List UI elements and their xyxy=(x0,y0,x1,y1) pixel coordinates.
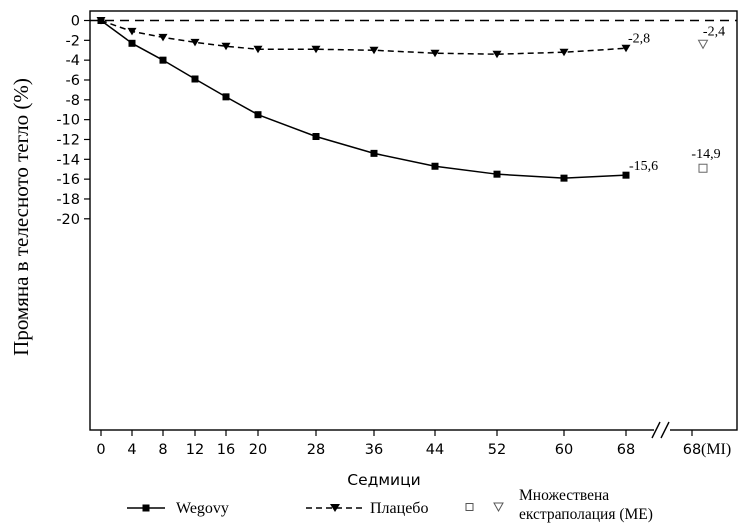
point-wegovy xyxy=(493,170,501,178)
x-tick-label: 68 xyxy=(617,442,635,458)
point-placebo xyxy=(492,50,502,59)
legend: Wegovy Плацебо Множествена екстраполация… xyxy=(127,487,653,523)
y-tick-label: -6 xyxy=(66,73,80,89)
x-tick-label: 28 xyxy=(307,442,325,458)
x-tick-label: 0 xyxy=(96,442,105,458)
point-wegovy xyxy=(128,39,136,47)
point-wegovy xyxy=(222,93,230,101)
point-placebo xyxy=(221,42,231,51)
series-layer xyxy=(96,17,709,182)
axis-break-mark xyxy=(660,421,670,439)
point-placebo xyxy=(127,27,137,36)
legend-mi-triangle-marker xyxy=(493,502,504,513)
series-line-placebo xyxy=(100,19,627,55)
legend-mi-label-line2: екстраполация (МЕ) xyxy=(519,506,653,523)
point-placebo xyxy=(158,33,168,42)
point-labels: -15,6 -2,8 -14,9 -2,4 xyxy=(628,24,725,174)
y-tick-label: -4 xyxy=(66,53,80,69)
x-tick-label: 52 xyxy=(488,442,506,458)
point-wegovy xyxy=(312,133,320,141)
mi-point-wegovy xyxy=(698,163,708,173)
axis-break-mark xyxy=(651,421,661,439)
x-tick-label: 36 xyxy=(365,442,383,458)
y-tick-label: -20 xyxy=(56,212,80,228)
y-tick-label: -16 xyxy=(56,172,80,188)
y-tick-label: -12 xyxy=(56,132,80,148)
point-placebo xyxy=(96,17,106,25)
x-axis-title: Седмици xyxy=(347,471,420,489)
legend-wegovy-marker xyxy=(142,504,150,512)
plot-border xyxy=(89,10,738,431)
point-wegovy xyxy=(159,56,167,64)
point-placebo xyxy=(559,48,569,57)
x-tick-label: 20 xyxy=(249,442,267,458)
x-tick-label: 8 xyxy=(158,442,167,458)
point-placebo xyxy=(190,38,200,47)
legend-placebo-label: Плацебо xyxy=(370,500,428,517)
y-tick-label: -8 xyxy=(66,93,80,109)
mi-label-placebo: -2,4 xyxy=(703,24,725,39)
y-axis: 0 -2 -4 -6 -8 -10 -12 -14 -16 -18 -20 xyxy=(56,14,90,228)
legend-mi-label-line1: Множествена xyxy=(519,487,609,504)
point-placebo xyxy=(311,45,321,54)
point-placebo xyxy=(621,44,631,53)
y-tick-label: -2 xyxy=(66,33,80,49)
x-tick-label-mi: 68 xyxy=(683,442,701,458)
end-label-wegovy: -15,6 xyxy=(629,159,658,174)
y-tick-label: 0 xyxy=(71,14,80,30)
point-placebo xyxy=(253,45,263,54)
point-wegovy xyxy=(370,149,378,157)
x-tick-label: 44 xyxy=(426,442,444,458)
point-wegovy xyxy=(254,111,262,119)
point-placebo xyxy=(430,49,440,58)
mi-point-placebo xyxy=(697,39,709,50)
point-wegovy xyxy=(560,174,568,182)
x-tick-label: 12 xyxy=(186,442,204,458)
mi-label-wegovy: -14,9 xyxy=(691,147,720,162)
y-tick-label: -14 xyxy=(56,152,80,168)
series-line-wegovy xyxy=(100,19,627,179)
legend-mi-label: Множествена екстраполация (МЕ) xyxy=(519,487,653,523)
x-tick-label-mi-suffix: (MI) xyxy=(701,441,731,458)
legend-wegovy-label: Wegovy xyxy=(176,500,229,517)
end-label-placebo: -2,8 xyxy=(628,31,650,46)
point-placebo xyxy=(369,46,379,55)
legend-placebo-marker xyxy=(330,504,340,512)
x-tick-label: 16 xyxy=(217,442,235,458)
point-wegovy xyxy=(431,162,439,170)
plot-frame xyxy=(89,10,738,431)
y-axis-title: Промяна в телесното тегло (%) xyxy=(9,78,33,356)
point-wegovy xyxy=(622,171,630,179)
x-axis: 0 4 8 12 16 20 28 36 44 52 60 68 68 (MI) xyxy=(96,421,731,458)
point-wegovy xyxy=(191,75,199,83)
x-tick-label: 60 xyxy=(555,442,573,458)
y-tick-label: -18 xyxy=(56,192,80,208)
y-tick-label: -10 xyxy=(56,113,80,129)
x-tick-label: 4 xyxy=(127,442,136,458)
legend-mi-square-marker xyxy=(465,503,474,511)
